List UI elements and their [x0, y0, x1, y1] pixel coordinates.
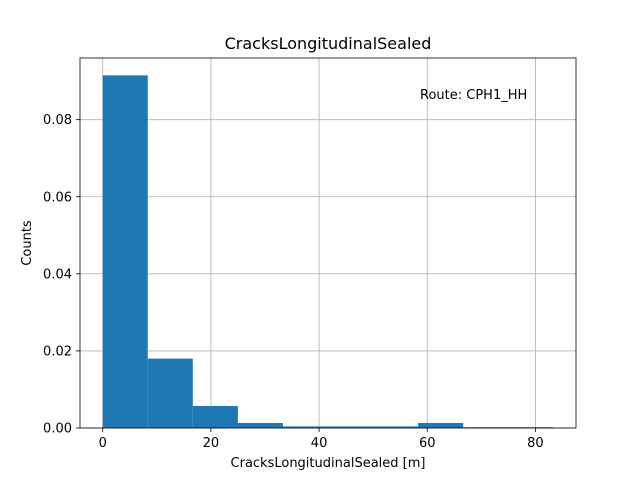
plot-frame — [79, 57, 577, 429]
histogram-bar — [102, 75, 148, 428]
histogram-bar — [373, 426, 419, 428]
x-tick-label: 40 — [311, 436, 328, 451]
x-axis-label: CracksLongitudinalSealed [m] — [231, 456, 426, 471]
histogram-bars — [102, 75, 554, 428]
histogram-bar — [147, 358, 193, 428]
histogram-bar — [192, 406, 238, 428]
x-tick-label: 0 — [99, 436, 107, 451]
histogram-bar — [418, 422, 464, 428]
y-tick-label: 0.00 — [43, 422, 72, 437]
route-annotation: Route: CPH1_HH — [420, 88, 527, 103]
x-tick-label: 60 — [419, 436, 436, 451]
y-tick-label: 0.04 — [43, 267, 72, 282]
histogram-bar — [282, 426, 328, 428]
y-tick-label: 0.02 — [43, 344, 72, 359]
y-tick-label: 0.06 — [43, 190, 72, 205]
x-tick-label: 80 — [527, 436, 544, 451]
histogram-bar — [328, 426, 374, 428]
chart-title: CracksLongitudinalSealed — [225, 34, 432, 53]
x-tick-label: 20 — [203, 436, 220, 451]
axis-ticks: 0 20 40 60 80 0.00 0.02 0.04 0.06 0.08 — [43, 113, 544, 451]
y-tick-label: 0.08 — [43, 113, 72, 128]
histogram-bar — [237, 422, 283, 428]
y-axis-label: Counts — [20, 220, 35, 266]
